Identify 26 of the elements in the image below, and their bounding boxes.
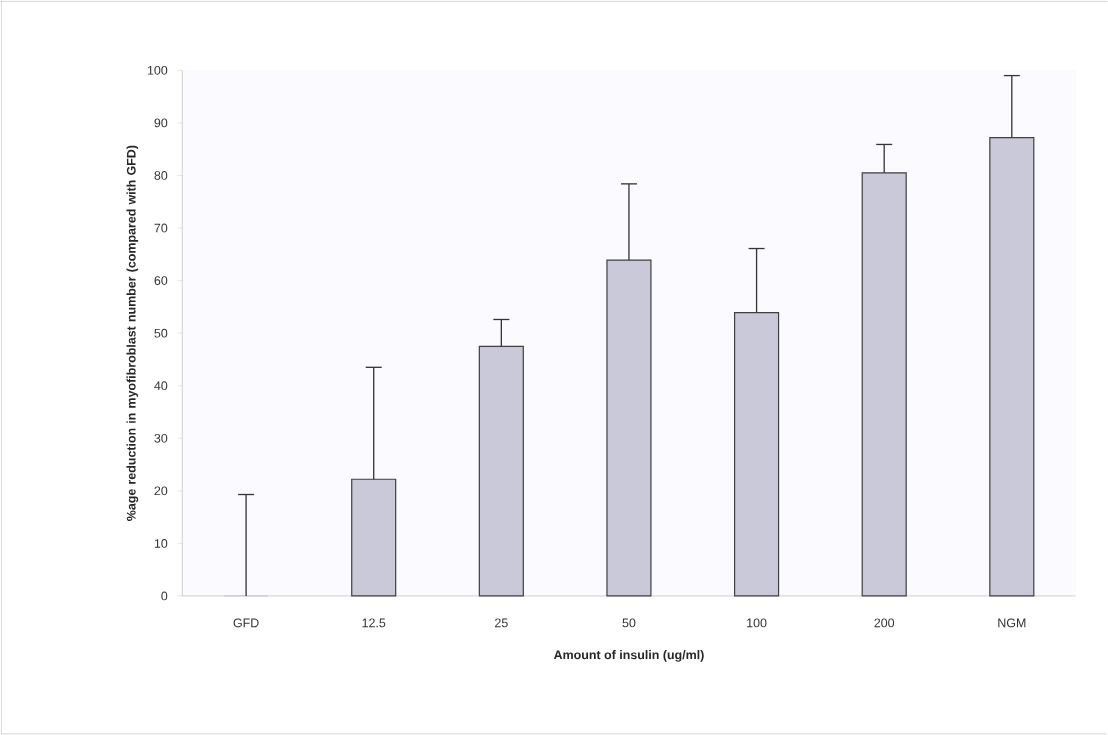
bar (989, 136, 1035, 597)
bar (861, 172, 907, 597)
y-tick-label: 40 (154, 381, 168, 390)
x-tick-label: 12.5 (362, 618, 386, 628)
bar (351, 478, 397, 597)
y-tick-label: 50 (154, 328, 168, 338)
bar (733, 311, 780, 597)
x-tick-label: 200 (874, 618, 895, 628)
y-axis-title: %age reduction in myofibroblast number (compared with GFD) (126, 145, 139, 521)
x-tick-label: GFD (233, 618, 259, 628)
bar (478, 345, 524, 597)
x-tick-label: 25 (495, 618, 508, 628)
y-tick-label: 90 (154, 118, 168, 128)
x-axis-title: Amount of insulin (ug/ml) (553, 649, 704, 662)
x-tick-label: NGM (998, 618, 1026, 628)
y-tick-label: 30 (154, 433, 168, 443)
y-tick-label: 100 (147, 65, 168, 75)
x-tick-label: 50 (622, 618, 636, 628)
bar (606, 259, 652, 597)
y-tick-label: 0 (161, 591, 168, 601)
x-tick-label: 100 (747, 618, 767, 628)
y-tick-label: 70 (154, 223, 168, 233)
y-tick-label: 80 (154, 170, 168, 180)
y-tick-label: 10 (154, 538, 168, 548)
y-tick-label: 20 (154, 486, 168, 496)
y-tick-label: 60 (154, 276, 168, 285)
